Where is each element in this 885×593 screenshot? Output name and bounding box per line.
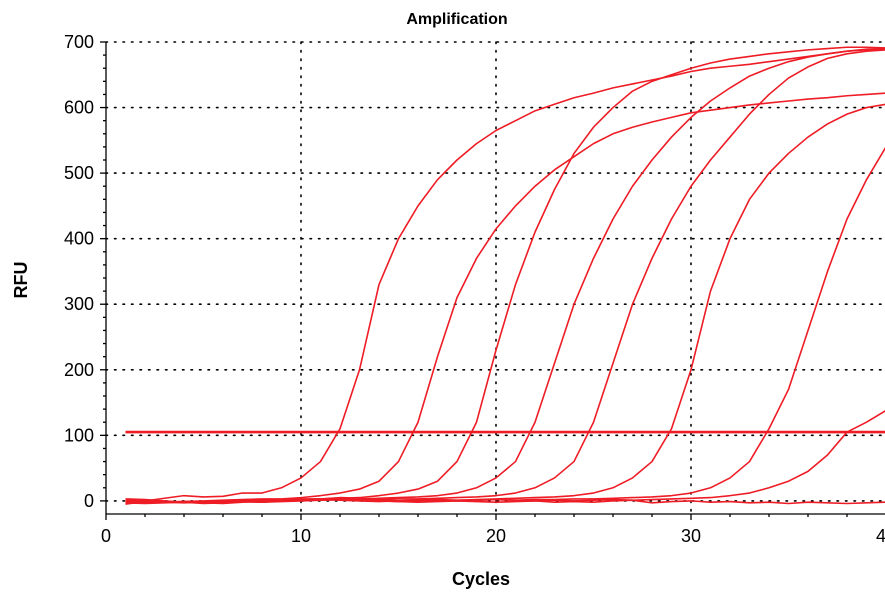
- x-tick-label: 0: [101, 526, 111, 546]
- x-tick-label: 20: [486, 526, 506, 546]
- x-tick-label: 40: [876, 526, 885, 546]
- y-tick-label: 500: [64, 163, 94, 183]
- series-lines: [125, 46, 885, 505]
- y-tick-label: 400: [64, 229, 94, 249]
- series-line-2: [125, 92, 885, 505]
- y-tick-label: 200: [64, 360, 94, 380]
- series-line-3: [125, 46, 885, 504]
- x-axis-label: Cycles: [452, 569, 510, 589]
- series-line-7: [125, 147, 885, 504]
- y-tick-label: 100: [64, 425, 94, 445]
- x-tick-labels: 0 10 20 30 40: [101, 526, 885, 546]
- y-tick-label: 300: [64, 294, 94, 314]
- x-tick-label: 30: [681, 526, 701, 546]
- chart-title: Amplification: [406, 11, 507, 28]
- y-tick-label: 600: [64, 98, 94, 118]
- y-tick-label: 0: [84, 491, 94, 511]
- x-tick-label: 10: [291, 526, 311, 546]
- series-line-4: [125, 47, 885, 504]
- series-line-1: [125, 47, 885, 505]
- series-line-9: [125, 496, 885, 505]
- axes: [100, 41, 885, 520]
- y-axis-label: RFU: [11, 262, 31, 299]
- y-tick-label: 700: [64, 32, 94, 52]
- y-tick-labels: 0 100 200 300 400 500 600 700: [64, 32, 94, 511]
- grid-lines: [105, 41, 885, 515]
- series-line-5: [125, 49, 885, 504]
